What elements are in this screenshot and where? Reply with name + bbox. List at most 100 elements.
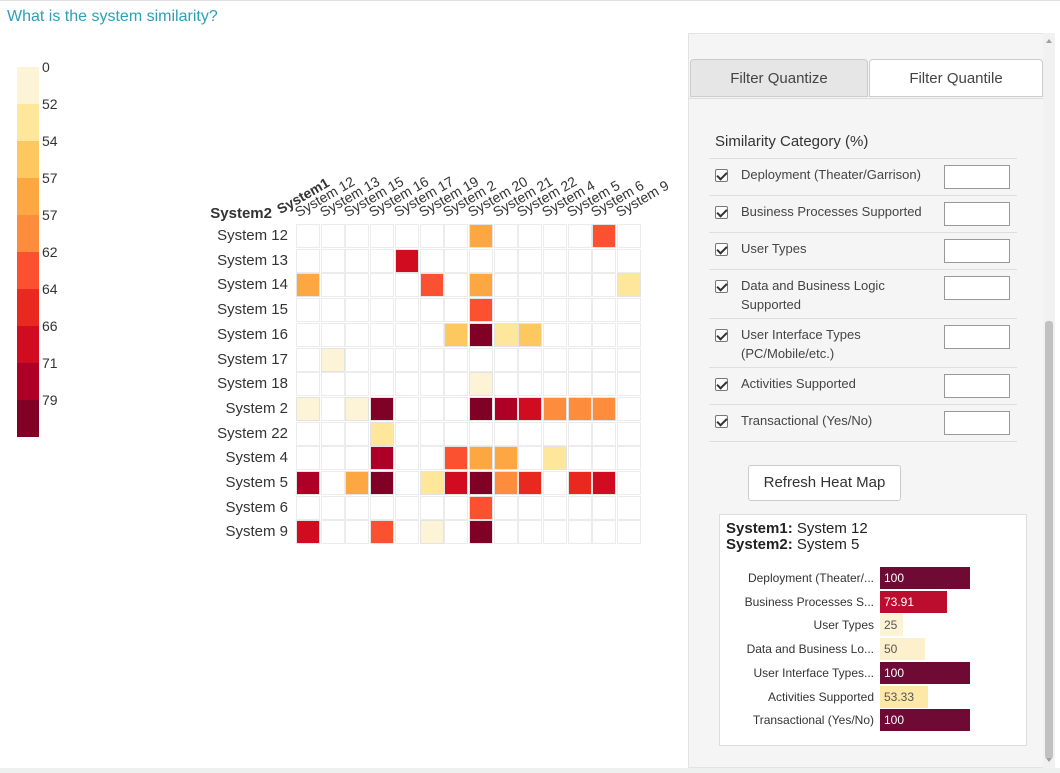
heatmap-cell[interactable]: [320, 520, 345, 545]
heatmap-cell[interactable]: [468, 248, 493, 273]
heatmap-cell[interactable]: [543, 520, 567, 545]
heatmap-cell[interactable]: [543, 224, 567, 248]
heatmap-cell[interactable]: [592, 471, 617, 495]
heatmap-cell[interactable]: [592, 273, 617, 298]
heatmap-cell[interactable]: [419, 224, 444, 248]
heatmap-cell[interactable]: [320, 273, 345, 298]
heatmap-cell[interactable]: [296, 322, 320, 347]
heatmap-cell[interactable]: [468, 471, 493, 495]
heatmap-cell[interactable]: [419, 248, 444, 273]
heatmap-cell[interactable]: [468, 446, 493, 471]
heatmap-cell[interactable]: [296, 298, 320, 323]
detail-bar[interactable]: [880, 661, 970, 684]
tab-filter-quantize[interactable]: Filter Quantize: [690, 59, 868, 97]
heatmap-cell[interactable]: [543, 273, 567, 298]
heatmap-cell[interactable]: [320, 298, 345, 323]
heatmap-cell[interactable]: [444, 224, 469, 248]
heatmap-cell[interactable]: [567, 396, 592, 421]
heatmap-cell[interactable]: [617, 495, 642, 520]
heatmap-cell[interactable]: [320, 396, 345, 421]
scroll-up-icon[interactable]: [1046, 39, 1052, 43]
heatmap-cell[interactable]: [543, 347, 567, 372]
heatmap-cell[interactable]: [617, 372, 642, 397]
heatmap-cell[interactable]: [320, 322, 345, 347]
heatmap-cell[interactable]: [419, 471, 444, 495]
heatmap-cell[interactable]: [345, 446, 370, 471]
heatmap-cell[interactable]: [345, 372, 370, 397]
heatmap-cell[interactable]: [345, 322, 370, 347]
heatmap-cell[interactable]: [592, 298, 617, 323]
heatmap-cell[interactable]: [296, 372, 320, 397]
heatmap-cell[interactable]: [567, 495, 592, 520]
heatmap-cell[interactable]: [320, 372, 345, 397]
heatmap-cell[interactable]: [617, 347, 642, 372]
heatmap-cell[interactable]: [444, 446, 469, 471]
heatmap-cell[interactable]: [617, 298, 642, 323]
heatmap-cell[interactable]: [370, 495, 395, 520]
heatmap-cell[interactable]: [592, 396, 617, 421]
heatmap-cell[interactable]: [468, 396, 493, 421]
heatmap-cell[interactable]: [567, 347, 592, 372]
heatmap-cell[interactable]: [394, 396, 419, 421]
heatmap-cell[interactable]: [419, 520, 444, 545]
tab-filter-quantile[interactable]: Filter Quantile: [869, 59, 1043, 97]
heatmap-cell[interactable]: [518, 421, 543, 446]
heatmap-cell[interactable]: [518, 446, 543, 471]
heatmap-cell[interactable]: [394, 347, 419, 372]
heatmap-cell[interactable]: [567, 372, 592, 397]
heatmap-cell[interactable]: [370, 248, 395, 273]
heatmap-cell[interactable]: [493, 248, 518, 273]
heatmap-cell[interactable]: [617, 396, 642, 421]
heatmap-cell[interactable]: [493, 372, 518, 397]
heatmap-cell[interactable]: [320, 495, 345, 520]
heatmap-cell[interactable]: [296, 396, 320, 421]
heatmap-cell[interactable]: [493, 322, 518, 347]
heatmap-cell[interactable]: [345, 224, 370, 248]
heatmap-cell[interactable]: [444, 273, 469, 298]
heatmap-cell[interactable]: [617, 446, 642, 471]
heatmap-cell[interactable]: [518, 372, 543, 397]
heatmap-cell[interactable]: [320, 421, 345, 446]
heatmap-cell[interactable]: [345, 421, 370, 446]
heatmap-cell[interactable]: [567, 421, 592, 446]
heatmap-cell[interactable]: [320, 248, 345, 273]
heatmap-cell[interactable]: [419, 396, 444, 421]
detail-bar[interactable]: [880, 590, 947, 613]
category-weight-input[interactable]: [944, 276, 1010, 300]
heatmap-cell[interactable]: [518, 298, 543, 323]
heatmap-cell[interactable]: [493, 298, 518, 323]
heatmap-cell[interactable]: [493, 495, 518, 520]
heatmap-cell[interactable]: [567, 298, 592, 323]
heatmap-cell[interactable]: [567, 322, 592, 347]
heatmap-cell[interactable]: [320, 471, 345, 495]
heatmap-cell[interactable]: [370, 298, 395, 323]
heatmap-cell[interactable]: [543, 471, 567, 495]
heatmap-cell[interactable]: [617, 421, 642, 446]
category-weight-input[interactable]: [944, 165, 1010, 189]
heatmap-cell[interactable]: [518, 396, 543, 421]
heatmap-cell[interactable]: [617, 520, 642, 545]
heatmap-cell[interactable]: [468, 372, 493, 397]
category-checkbox[interactable]: [715, 280, 728, 293]
heatmap-cell[interactable]: [394, 446, 419, 471]
heatmap-cell[interactable]: [493, 396, 518, 421]
heatmap-cell[interactable]: [468, 520, 493, 545]
heatmap-cell[interactable]: [296, 347, 320, 372]
heatmap-cell[interactable]: [370, 224, 395, 248]
category-checkbox[interactable]: [715, 415, 728, 428]
heatmap-cell[interactable]: [543, 322, 567, 347]
detail-bar[interactable]: [880, 638, 925, 661]
heatmap-cell[interactable]: [543, 248, 567, 273]
heatmap-cell[interactable]: [617, 322, 642, 347]
heatmap-cell[interactable]: [370, 372, 395, 397]
heatmap-cell[interactable]: [493, 446, 518, 471]
category-weight-input[interactable]: [944, 325, 1010, 349]
heatmap-cell[interactable]: [567, 224, 592, 248]
heatmap-cell[interactable]: [493, 421, 518, 446]
heatmap-cell[interactable]: [493, 520, 518, 545]
heatmap-cell[interactable]: [345, 273, 370, 298]
heatmap-cell[interactable]: [345, 248, 370, 273]
heatmap-cell[interactable]: [419, 273, 444, 298]
heatmap-cell[interactable]: [320, 446, 345, 471]
category-checkbox[interactable]: [715, 169, 728, 182]
